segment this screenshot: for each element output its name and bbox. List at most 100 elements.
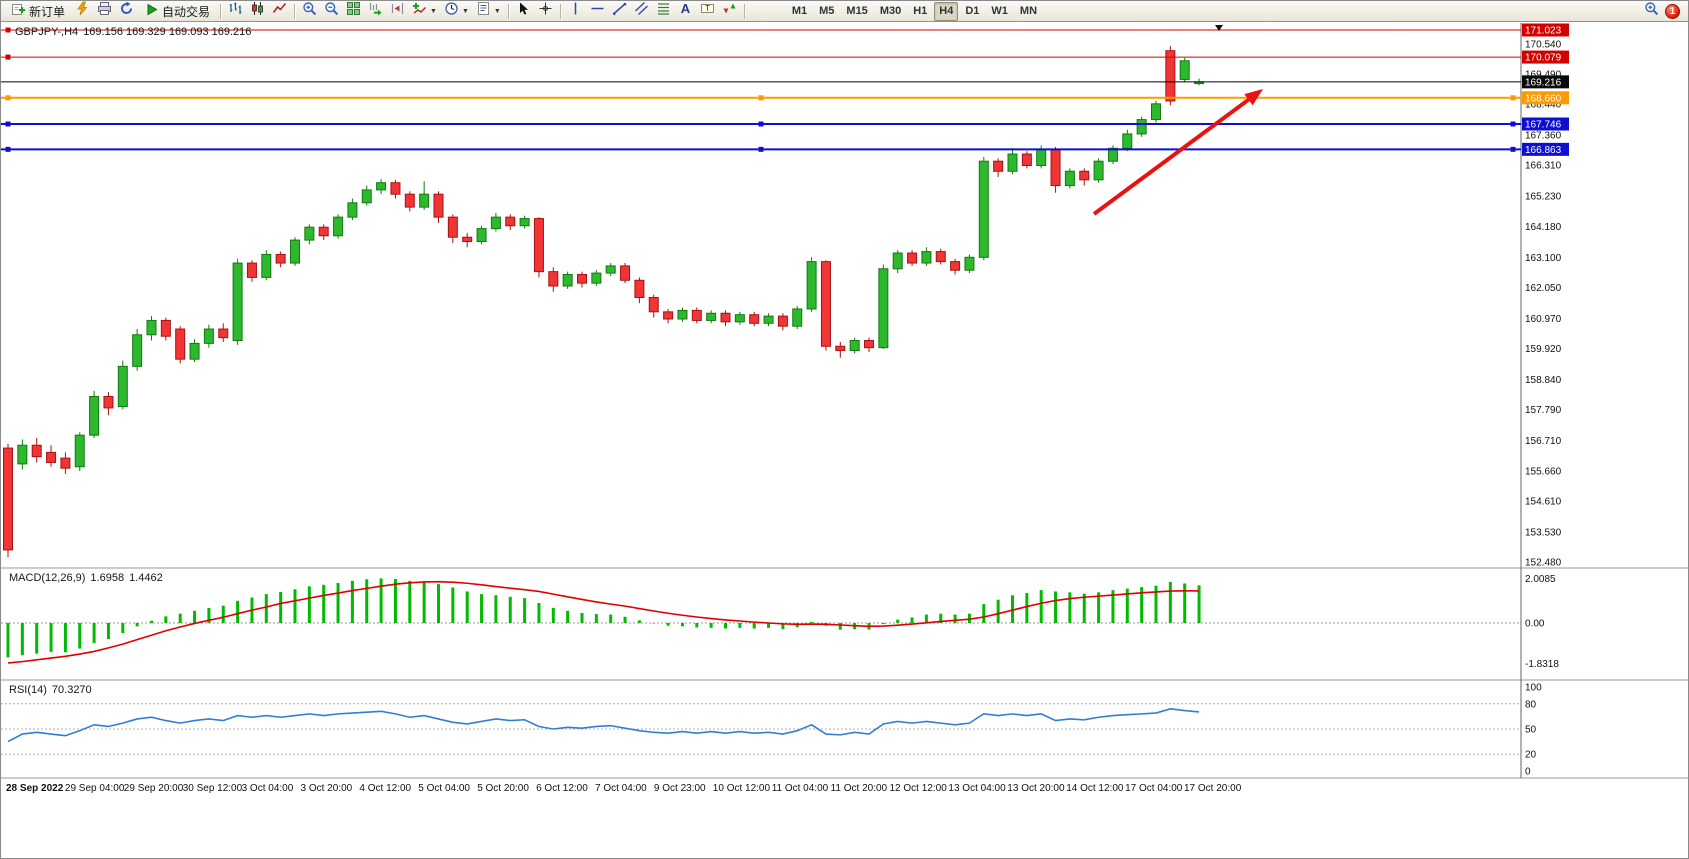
price-tag bbox=[1522, 23, 1569, 37]
macd-signal-line bbox=[7, 580, 1200, 664]
channel-button[interactable] bbox=[631, 1, 652, 21]
timeframe-button-m1[interactable]: M1 bbox=[791, 5, 808, 17]
timeframe-button-d1[interactable]: D1 bbox=[965, 5, 980, 17]
svg-text:-1.8318: -1.8318 bbox=[1525, 659, 1559, 670]
channel-icon bbox=[634, 1, 649, 21]
svg-text:3 Oct 04:00: 3 Oct 04:00 bbox=[242, 783, 294, 794]
svg-text:0: 0 bbox=[1525, 767, 1531, 778]
svg-text:164.180: 164.180 bbox=[1525, 222, 1562, 233]
svg-text:11 Oct 04:00: 11 Oct 04:00 bbox=[772, 783, 829, 794]
svg-text:100: 100 bbox=[1525, 683, 1542, 694]
svg-text:12 Oct 12:00: 12 Oct 12:00 bbox=[890, 783, 948, 794]
ohlc-values: 169.156 169.329 169.093 169.216 bbox=[83, 26, 252, 38]
crosshair-button[interactable] bbox=[535, 2, 556, 21]
print-button[interactable] bbox=[94, 2, 115, 21]
chevron-down-icon: ▼ bbox=[430, 7, 437, 15]
text-icon: A bbox=[678, 1, 693, 21]
line-handle[interactable] bbox=[1510, 146, 1516, 152]
line-handle[interactable] bbox=[758, 95, 764, 101]
line-handle[interactable] bbox=[5, 54, 11, 60]
timeframe-button-m5[interactable]: M5 bbox=[819, 5, 835, 17]
auto-scroll-button[interactable] bbox=[365, 2, 386, 21]
tile-windows-icon bbox=[346, 1, 361, 21]
templates-button[interactable]: ▼ bbox=[473, 2, 504, 21]
svg-text:A: A bbox=[681, 1, 691, 16]
zoom-in-button[interactable] bbox=[299, 2, 320, 21]
label-button[interactable]: T bbox=[697, 2, 718, 21]
toolbar: 新订单 自动交易 ▼ ▼ ▼ A bbox=[1, 1, 1688, 22]
line-handle[interactable] bbox=[5, 27, 11, 33]
auto-trading-button[interactable]: 自动交易 bbox=[138, 2, 216, 21]
line-handle[interactable] bbox=[5, 146, 11, 152]
new-order-button[interactable]: 新订单 bbox=[5, 2, 71, 21]
svg-text:3 Oct 20:00: 3 Oct 20:00 bbox=[301, 783, 353, 794]
fibonacci-button[interactable] bbox=[653, 2, 674, 21]
indicators-button[interactable]: ▼ bbox=[409, 2, 440, 21]
line-handle[interactable] bbox=[758, 146, 764, 152]
toolbar-separator bbox=[294, 3, 296, 19]
price-axis: 170.540 169.490 168.440 167.360 166.310 165.2… bbox=[1525, 39, 1562, 568]
refresh-icon bbox=[119, 1, 134, 21]
zoom-out-button[interactable] bbox=[321, 2, 342, 21]
timeframe-button-h1[interactable]: H1 bbox=[913, 5, 928, 17]
trend-arrow[interactable] bbox=[1092, 98, 1250, 216]
trend-arrow-head[interactable] bbox=[1244, 89, 1263, 106]
fibonacci-icon bbox=[656, 1, 671, 21]
line-handle[interactable] bbox=[1510, 95, 1516, 101]
svg-text:158.840: 158.840 bbox=[1525, 375, 1562, 386]
text-button[interactable]: A bbox=[675, 1, 696, 21]
svg-text:6 Oct 12:00: 6 Oct 12:00 bbox=[536, 783, 588, 794]
timeframe-button-mn[interactable]: MN bbox=[1019, 5, 1038, 17]
play-icon bbox=[144, 2, 159, 20]
arrows-button[interactable] bbox=[719, 2, 740, 21]
periods-button[interactable]: ▼ bbox=[441, 2, 472, 21]
search-button[interactable] bbox=[1641, 2, 1662, 21]
chart-shift-marker[interactable] bbox=[1215, 25, 1223, 31]
svg-text:152.480: 152.480 bbox=[1525, 558, 1562, 569]
rsi-line bbox=[7, 708, 1200, 743]
svg-text:165.230: 165.230 bbox=[1525, 192, 1562, 203]
auto-scroll-icon bbox=[368, 1, 383, 21]
candlestick-series[interactable] bbox=[3, 46, 1205, 558]
line-chart-button[interactable] bbox=[269, 2, 290, 21]
chart-shift-button[interactable] bbox=[387, 2, 408, 21]
bar-chart-button[interactable] bbox=[225, 2, 246, 21]
timeframe-button-m15[interactable]: M15 bbox=[846, 5, 868, 17]
magnifier-icon bbox=[1644, 1, 1659, 21]
svg-text:11 Oct 20:00: 11 Oct 20:00 bbox=[831, 783, 888, 794]
rsi-name: RSI(14) bbox=[9, 684, 47, 696]
template-icon bbox=[476, 1, 491, 21]
cursor-button[interactable] bbox=[513, 2, 534, 21]
vertical-line-button[interactable] bbox=[565, 2, 586, 21]
label-icon: T bbox=[700, 1, 715, 21]
tile-windows-button[interactable] bbox=[343, 2, 364, 21]
price-tag bbox=[1522, 75, 1569, 89]
auto-trading-label: 自动交易 bbox=[162, 4, 211, 19]
line-handle[interactable] bbox=[5, 121, 11, 127]
timeframe-button-h4[interactable]: H4 bbox=[934, 1, 959, 21]
price-tag bbox=[1522, 50, 1569, 64]
svg-text:5 Oct 04:00: 5 Oct 04:00 bbox=[418, 783, 470, 794]
macd-indicator-label: MACD(12,26,9) 1.6958 1.4462 bbox=[9, 572, 168, 584]
lightning-button[interactable] bbox=[72, 1, 93, 21]
timeframe-button-m30[interactable]: M30 bbox=[879, 5, 902, 17]
notification-badge[interactable]: 1 bbox=[1665, 3, 1680, 19]
timeframe-button-w1[interactable]: W1 bbox=[991, 5, 1008, 17]
line-handle[interactable] bbox=[758, 121, 764, 127]
refresh-button[interactable] bbox=[116, 1, 137, 21]
trendline-button[interactable] bbox=[609, 2, 630, 21]
svg-text:28 Sep 2022: 28 Sep 2022 bbox=[6, 783, 64, 794]
svg-text:4 Oct 12:00: 4 Oct 12:00 bbox=[359, 783, 411, 794]
line-handle[interactable] bbox=[1510, 121, 1516, 127]
line-handle[interactable] bbox=[5, 95, 11, 101]
rsi-panel: 100 80 50 20 0 bbox=[1, 683, 1542, 778]
svg-text:167.360: 167.360 bbox=[1525, 131, 1562, 142]
horizontal-line-button[interactable] bbox=[587, 2, 608, 21]
svg-text:29 Sep 04:00: 29 Sep 04:00 bbox=[65, 783, 125, 794]
svg-text:153.530: 153.530 bbox=[1525, 527, 1562, 538]
candlestick-chart-button[interactable] bbox=[247, 2, 268, 21]
trendline-icon bbox=[612, 1, 627, 21]
cursor-icon bbox=[516, 1, 531, 21]
macd-panel: 2.0085 0.00 -1.8318 bbox=[1, 574, 1559, 670]
